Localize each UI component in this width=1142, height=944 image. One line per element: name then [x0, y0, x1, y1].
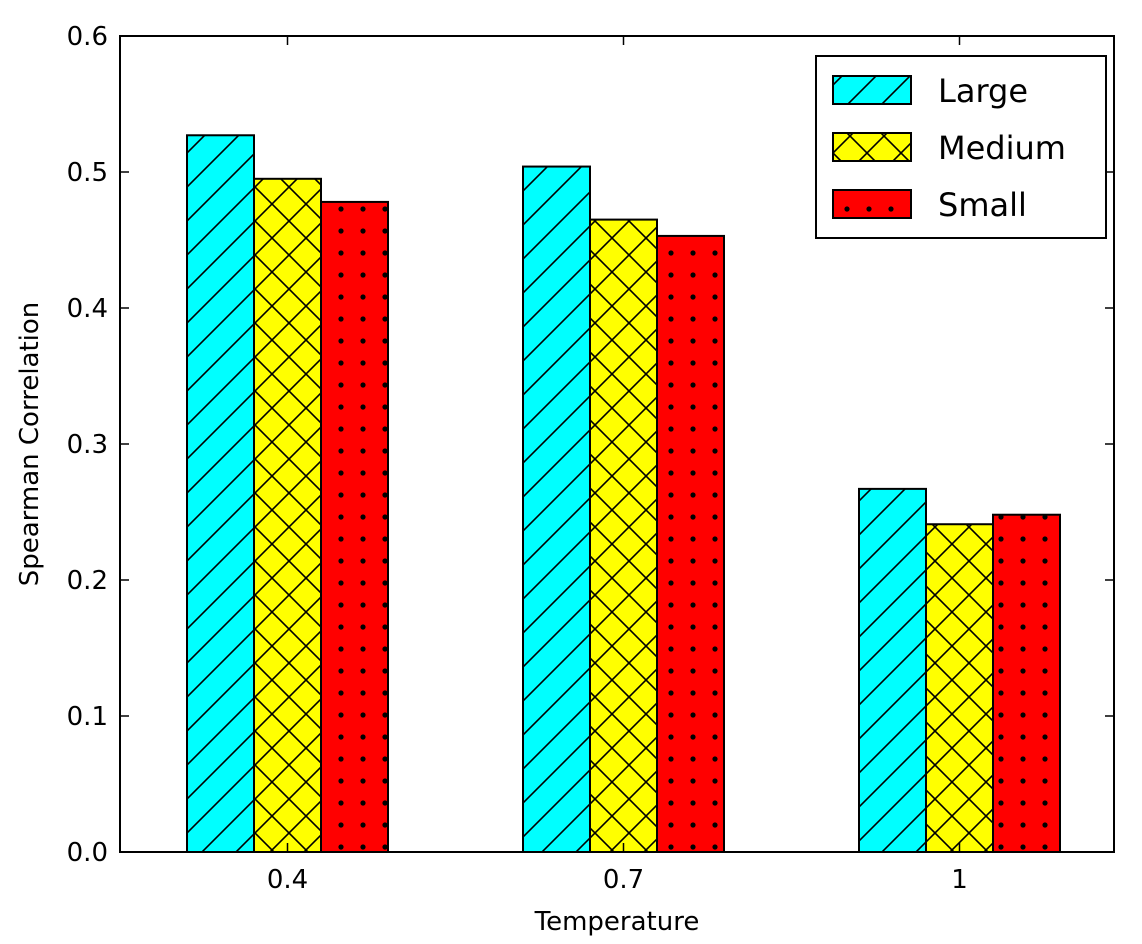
- y-tick-label: 0.0: [67, 838, 108, 868]
- y-tick-label: 0.4: [67, 294, 108, 324]
- x-axis-label: Temperature: [534, 907, 700, 937]
- legend-swatch-hatch-small: [833, 190, 911, 218]
- bar-hatch-large-0.7: [523, 166, 590, 852]
- y-tick-label: 0.3: [67, 430, 108, 460]
- bar-hatch-medium-1: [926, 524, 993, 852]
- legend-swatch-hatch-large: [833, 76, 911, 104]
- bars-group: [186, 134, 1061, 854]
- legend-label-large: Large: [938, 72, 1028, 110]
- y-tick-label: 0.1: [67, 702, 108, 732]
- bar-hatch-small-0.4: [321, 201, 388, 853]
- bar-hatch-small-1: [993, 514, 1060, 852]
- legend-label-small: Small: [938, 186, 1027, 224]
- x-axis: 0.4 0.7 1: [267, 36, 968, 895]
- x-tick-label: 0.7: [603, 865, 644, 895]
- bar-hatch-medium-0.4: [254, 178, 321, 853]
- y-tick-label: 0.5: [67, 158, 108, 188]
- legend-swatch-hatch-medium: [833, 133, 911, 161]
- legend-label-medium: Medium: [938, 129, 1066, 167]
- x-tick-label: 1: [951, 865, 968, 895]
- x-tick-label: 0.4: [267, 865, 308, 895]
- bar-hatch-large-1: [859, 488, 926, 852]
- y-axis: 0.0 0.1 0.2 0.3 0.4 0.5 0.6: [67, 22, 1114, 868]
- y-tick-label: 0.6: [67, 22, 108, 52]
- bar-hatch-medium-0.7: [590, 219, 657, 853]
- bar-hatch-small-0.7: [657, 235, 724, 853]
- y-tick-label: 0.2: [67, 566, 108, 596]
- legend: Large Medium Small: [815, 55, 1107, 239]
- y-axis-label: Spearman Correlation: [15, 302, 45, 587]
- bar-hatch-large-0.4: [187, 135, 254, 852]
